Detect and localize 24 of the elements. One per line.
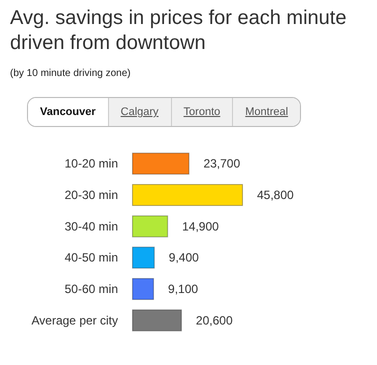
- bar: [132, 184, 243, 206]
- chart-title: Avg. savings in prices for each minute driven from downtown: [10, 6, 348, 56]
- y-tick-label: 50-60 min: [64, 282, 118, 296]
- text: Toronto: [170, 98, 232, 126]
- bar: [132, 309, 182, 332]
- y-tick-label: 30-40 min: [64, 219, 118, 234]
- text: Vancouver: [28, 98, 108, 126]
- bar: [132, 152, 190, 175]
- data-label: 14,900: [182, 219, 220, 234]
- data-label: 45,800: [257, 188, 294, 202]
- bar: [132, 215, 168, 238]
- y-tick-label: 20-30 min: [64, 188, 118, 202]
- data-label: 9,100: [168, 282, 198, 296]
- text: Montreal: [232, 98, 300, 126]
- y-tick-label: 10-20 min: [64, 156, 118, 171]
- y-tick-label: Average per city: [32, 313, 118, 328]
- bar: [132, 278, 154, 300]
- y-tick-label: 40-50 min: [64, 250, 118, 265]
- chart-subtitle: (by 10 minute driving zone): [10, 68, 131, 79]
- data-label: 9,400: [168, 250, 200, 265]
- bar: [132, 246, 155, 269]
- data-label: 20,600: [196, 313, 233, 328]
- text: Calgary: [108, 98, 171, 126]
- data-label: 23,700: [203, 156, 240, 171]
